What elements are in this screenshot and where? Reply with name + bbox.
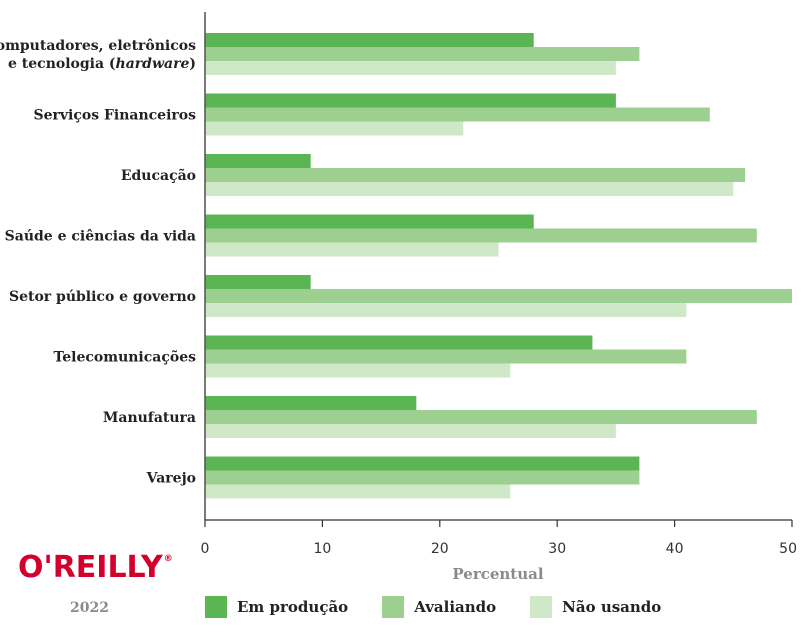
category-label-manufatura: Manufatura — [103, 410, 196, 426]
bar-nao-usando-educacao — [205, 182, 734, 196]
x-tick-label-30: 30 — [548, 541, 566, 557]
category-label-servicos-financeiros: Serviços Financeiros — [34, 108, 197, 124]
registered-mark: ® — [163, 554, 173, 564]
x-axis-title: Percentual — [452, 565, 543, 583]
category-label-varejo: Varejo — [146, 471, 196, 487]
legend-swatch-nao-usando — [530, 596, 553, 618]
legend: Em produção Avaliando Não usando — [205, 596, 695, 618]
bar-nao-usando-telecomunicacoes — [205, 363, 511, 378]
bar-nao-usando-varejo — [205, 484, 511, 499]
oreilly-logo: O'REILLY® — [18, 550, 173, 585]
legend-label-em-producao: Em produção — [237, 598, 349, 616]
bar-avaliando-saude-e-ciencias-da-vida — [205, 228, 757, 243]
bar-avaliando-setor-publico-e-governo — [205, 289, 792, 303]
bar-nao-usando-manufatura — [205, 424, 616, 438]
bar-em-producao-educacao — [205, 154, 311, 168]
x-tick-label-20: 20 — [431, 541, 449, 557]
bar-avaliando-telecomunicacoes — [205, 349, 687, 364]
bar-em-producao-servicos-financeiros — [205, 93, 616, 108]
x-tick-label-0: 0 — [201, 541, 210, 557]
bar-avaliando-computadores-eletronicos-e-tecnologia-hardware — [205, 47, 640, 61]
year-label: 2022 — [70, 600, 109, 616]
bar-nao-usando-saude-e-ciencias-da-vida — [205, 242, 499, 257]
bar-nao-usando-setor-publico-e-governo — [205, 303, 687, 317]
bar-em-producao-manufatura — [205, 396, 417, 410]
bar-em-producao-computadores-eletronicos-e-tecnologia-hardware — [205, 33, 534, 47]
category-label-telecomunicacoes: Telecomunicações — [53, 349, 196, 366]
bar-em-producao-varejo — [205, 456, 640, 471]
bar-avaliando-educacao — [205, 168, 746, 182]
bars-group — [205, 33, 792, 499]
bar-avaliando-varejo — [205, 470, 640, 485]
bar-nao-usando-servicos-financeiros — [205, 121, 464, 136]
category-label-computadores-eletronicos-e-tecnologia-hardware-line-1: Computadores, eletrônicos — [0, 38, 196, 54]
legend-item-avaliando: Avaliando — [382, 596, 496, 618]
legend-item-nao-usando: Não usando — [530, 596, 661, 618]
bar-nao-usando-computadores-eletronicos-e-tecnologia-hardware — [205, 61, 616, 75]
category-label-setor-publico-e-governo: Setor público e governo — [9, 289, 196, 305]
x-tick-label-50: 50 — [779, 541, 797, 557]
legend-swatch-em-producao — [205, 596, 227, 618]
category-label-educacao: Educação — [121, 167, 196, 184]
category-label-saude-e-ciencias-da-vida: Saúde e ciências da vida — [5, 229, 196, 245]
x-ticks: 0 10 20 30 40 50 — [201, 520, 797, 557]
legend-swatch-avaliando — [382, 596, 405, 618]
legend-label-nao-usando: Não usando — [562, 598, 662, 616]
bar-em-producao-setor-publico-e-governo — [205, 275, 311, 289]
logo-text: O'REILLY — [18, 550, 163, 585]
bar-avaliando-servicos-financeiros — [205, 107, 710, 122]
bar-avaliando-manufatura — [205, 410, 757, 424]
legend-item-em-producao: Em produção — [205, 596, 348, 618]
category-label-computadores-eletronicos-e-tecnologia-hardware-line-2: e tecnologia (hardware) — [8, 56, 196, 72]
category-labels: Computadores, eletrônicos e tecnologia (h… — [0, 38, 196, 487]
legend-label-avaliando: Avaliando — [414, 598, 497, 616]
bar-chart: Computadores, eletrônicos e tecnologia (h… — [0, 12, 797, 583]
bar-em-producao-saude-e-ciencias-da-vida — [205, 214, 534, 229]
bar-em-producao-telecomunicacoes — [205, 335, 593, 350]
x-tick-label-40: 40 — [666, 541, 684, 557]
x-tick-label-10: 10 — [313, 541, 331, 557]
